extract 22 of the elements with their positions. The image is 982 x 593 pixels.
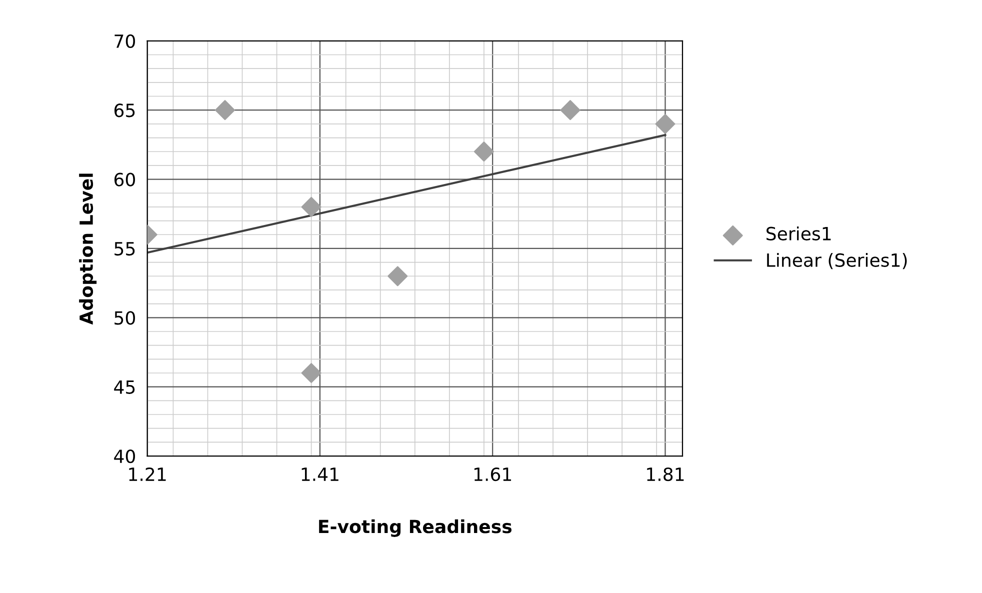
y-tick-label: 40 xyxy=(114,449,135,464)
y-tick-label: 70 xyxy=(114,34,135,48)
point xyxy=(560,100,580,120)
x-tick-label: 1.41 xyxy=(302,468,338,481)
point xyxy=(388,266,408,286)
legend-label: Linear (Series1) xyxy=(767,252,907,270)
y-tick-label: 65 xyxy=(114,104,135,118)
y-tick-label: 60 xyxy=(114,172,135,186)
x-tick-label: 1.61 xyxy=(474,467,512,482)
x-tick-label: 1.21 xyxy=(129,467,166,481)
point xyxy=(214,100,235,120)
y-tick-label: 55 xyxy=(114,242,135,256)
x-tick-label: 1.81 xyxy=(647,467,684,482)
point xyxy=(301,196,322,217)
x-axis-title: E-voting Readiness xyxy=(319,519,512,537)
y-tick-label: 45 xyxy=(114,380,135,394)
point xyxy=(655,114,676,134)
legend-label: Series1 xyxy=(766,226,831,240)
y-tick-label: 50 xyxy=(114,311,135,325)
point xyxy=(474,142,494,162)
y-axis-title: Adoption Level xyxy=(79,174,97,325)
point xyxy=(301,362,322,384)
